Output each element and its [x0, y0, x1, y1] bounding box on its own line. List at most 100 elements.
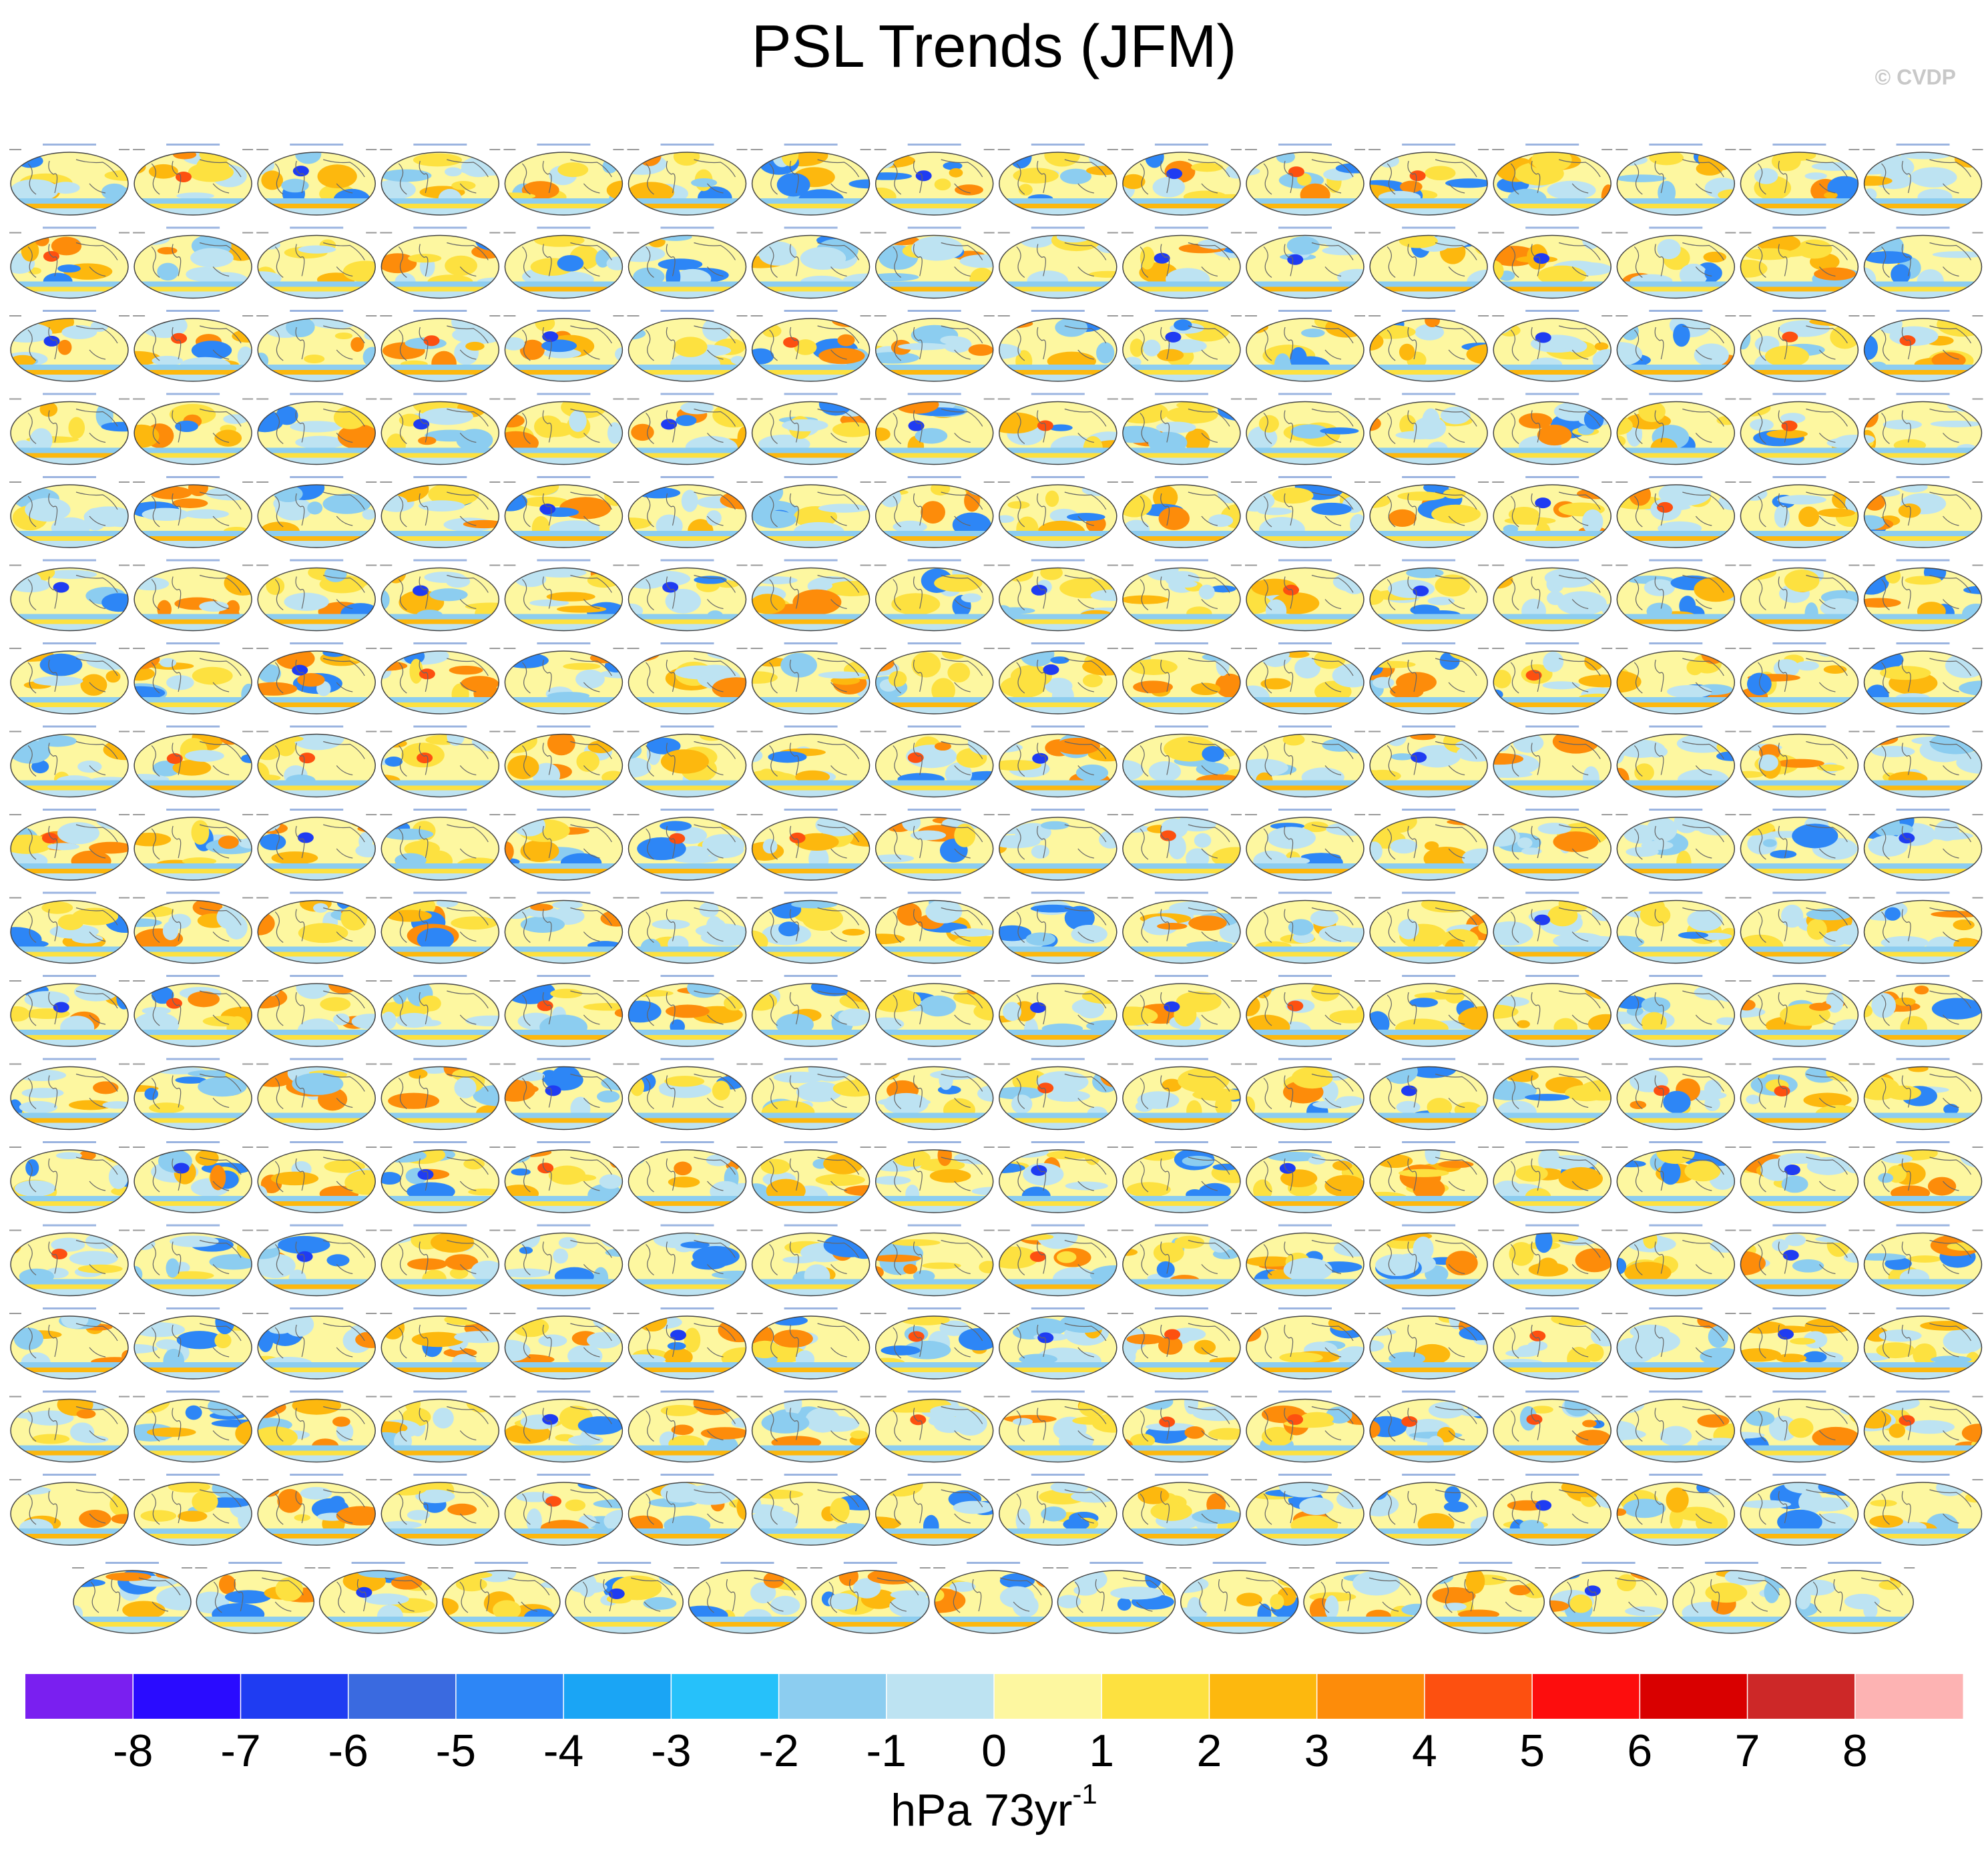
panel-header-mark: [1231, 731, 1242, 733]
field-blob: [1559, 1167, 1603, 1190]
panel-header-mark: [1973, 980, 1983, 982]
panel-header-mark: [1973, 1230, 1983, 1231]
field-blob: [14, 1327, 43, 1350]
panel-header-mark: [1122, 980, 1134, 982]
panel-header-mark: [489, 1147, 500, 1148]
southern-band: [1122, 282, 1242, 287]
field-blob: [1166, 168, 1182, 179]
panel-header-mark: [1231, 897, 1242, 899]
southern-band: [133, 1362, 253, 1368]
panel-header-mark: [489, 814, 500, 815]
field-blob: [1115, 401, 1168, 424]
southern-band: [503, 448, 624, 453]
field-blob: [1792, 1259, 1824, 1273]
field-blob: [842, 929, 864, 936]
panel-header-mark: [9, 731, 21, 733]
southern-band: [1739, 448, 1859, 453]
panel-header-mark: [1354, 731, 1365, 733]
panel-header-mark: [1848, 731, 1859, 733]
panel-header-mark: [860, 897, 871, 899]
southern-band: [133, 531, 253, 536]
map-panel: [1117, 476, 1255, 549]
field-blob: [967, 988, 997, 996]
panel-header-mark: [290, 476, 343, 478]
panel-header-mark: [1601, 648, 1612, 649]
panel-header-mark: [1739, 1313, 1751, 1314]
panel-header-mark: [380, 731, 392, 733]
panel-header-mark: [1601, 814, 1612, 815]
panel-header-mark: [119, 565, 130, 566]
map-panel: [1105, 726, 1246, 799]
panel-header-mark: [1402, 1225, 1455, 1227]
field-blob: [239, 1398, 286, 1416]
field-blob: [363, 347, 382, 367]
field-blob: [1071, 925, 1107, 944]
field-blob: [600, 1225, 626, 1247]
southern-band: [1245, 1030, 1365, 1035]
panel-header-mark: [908, 809, 961, 811]
panel-header-mark: [43, 809, 96, 811]
panel-header-mark: [1369, 648, 1381, 649]
panel-header-mark: [908, 642, 961, 644]
panel-header-mark: [1772, 1225, 1826, 1227]
panel-header-mark: [1122, 1064, 1134, 1065]
panel-header-mark: [1031, 892, 1085, 894]
field-blob: [133, 905, 174, 917]
field-blob: [889, 671, 907, 687]
panel-header-mark: [1402, 1307, 1455, 1309]
panel-grid: [0, 142, 1988, 1635]
field-blob: [1105, 393, 1124, 415]
field-blob: [1864, 493, 1885, 511]
panel-header-mark: [366, 814, 377, 815]
field-blob: [545, 1085, 561, 1096]
field-blob: [1104, 313, 1123, 327]
panel-header-mark: [242, 481, 253, 483]
field-blob: [1928, 1177, 1956, 1196]
panel-header-mark: [489, 1064, 500, 1065]
panel-header-mark: [43, 975, 96, 977]
southern-band: [380, 1030, 500, 1035]
field-blob: [1445, 988, 1464, 1003]
map-panel: [747, 310, 871, 383]
panel-header-mark: [1739, 1230, 1751, 1231]
field-blob: [652, 919, 690, 929]
southern-band: [503, 531, 624, 536]
panel-header-mark: [998, 315, 1010, 317]
panel-header-mark: [1231, 980, 1242, 982]
map-panel: [619, 1307, 767, 1380]
southern-band: [1492, 198, 1612, 204]
panel-header-mark: [1525, 726, 1579, 728]
panel-header-mark: [860, 1064, 871, 1065]
panel-header-mark: [661, 809, 714, 811]
map-panel: [1232, 144, 1373, 216]
field-blob: [158, 247, 178, 254]
panel-header-mark: [1525, 227, 1579, 229]
panel-header-mark: [413, 560, 467, 562]
southern-band: [1863, 1362, 1983, 1368]
southern-band: [1122, 1113, 1242, 1118]
southern-band: [751, 781, 871, 786]
field-blob: [387, 910, 432, 922]
panel-header-mark: [380, 565, 392, 566]
map-panel: [488, 809, 624, 881]
field-blob: [1856, 598, 1901, 608]
panel-header-mark: [366, 565, 377, 566]
field-blob: [1011, 1094, 1032, 1114]
panel-header-mark: [1525, 393, 1579, 395]
field-blob: [374, 180, 416, 200]
southern-band: [1245, 863, 1365, 869]
field-blob: [1117, 493, 1152, 517]
map-panel: [1614, 1307, 1748, 1380]
southern-band: [628, 1196, 748, 1201]
southern-band: [9, 781, 130, 786]
panel-header-mark: [1231, 149, 1242, 150]
southern-band: [998, 614, 1118, 620]
panel-header-mark: [1649, 892, 1702, 894]
field-blob: [997, 235, 1013, 244]
panel-header-mark: [908, 310, 961, 312]
globe-field: [1484, 1069, 1628, 1130]
field-blob: [451, 181, 475, 190]
panel-header-mark: [256, 232, 268, 234]
panel-header-mark: [256, 1064, 268, 1065]
field-blob: [1267, 827, 1316, 849]
